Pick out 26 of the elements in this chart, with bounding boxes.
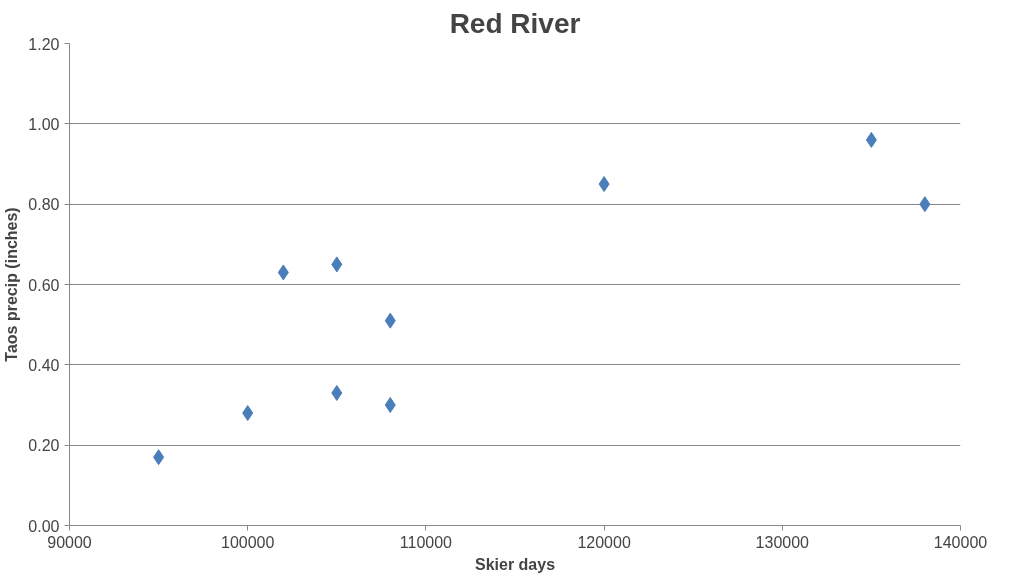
point [598, 176, 610, 193]
x-tick-label: 110000 [399, 533, 453, 551]
x-axis-title: Skier days [474, 555, 556, 573]
chart-title: Red River [449, 7, 581, 39]
y-tick-label: 1.20 [28, 35, 60, 53]
point [277, 264, 289, 281]
y-tick-label: 0.20 [28, 437, 60, 455]
point [242, 405, 254, 422]
x-tick-label: 90000 [47, 533, 92, 551]
y-tick-label: 0.60 [28, 276, 60, 294]
point [384, 312, 396, 329]
point [153, 449, 165, 466]
x-tick-label: 140000 [933, 533, 988, 551]
point [384, 397, 396, 413]
y-axis-title: Taos precip (inches) [3, 207, 21, 362]
y-tick-label: 0.40 [28, 356, 60, 374]
x-tick-label: 100000 [221, 533, 275, 551]
point [331, 256, 343, 273]
y-tick-label: 0.00 [28, 517, 60, 535]
x-tick-label: 130000 [755, 533, 810, 551]
point [331, 384, 343, 401]
x-tick-label: 120000 [577, 533, 631, 551]
point [919, 196, 931, 213]
y-tick-label: 1.00 [28, 115, 60, 133]
point [865, 131, 877, 148]
y-tick-label: 0.80 [28, 196, 60, 214]
